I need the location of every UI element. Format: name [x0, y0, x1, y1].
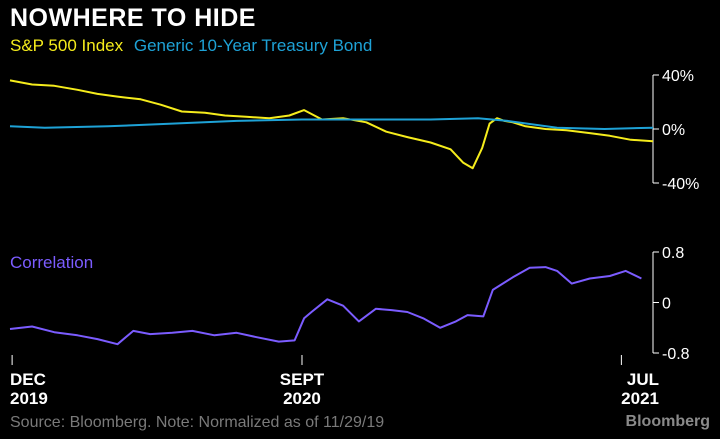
- legend-treasury: Generic 10-Year Treasury Bond: [133, 36, 373, 55]
- x-tick-sublabel-2: 2021: [621, 389, 659, 408]
- series-line-s-p-500-index: [9, 79, 654, 170]
- legend: S&P 500 Index Generic 10-Year Treasury B…: [10, 36, 378, 56]
- y-tick-label-1-1: 0: [662, 296, 671, 313]
- x-tick-label-0: DEC: [10, 370, 46, 389]
- chart-title: NOWHERE TO HIDE: [10, 4, 256, 32]
- correlation-label: Correlation: [10, 253, 93, 272]
- series-line-generic-10-year-treasury-bond: [9, 117, 654, 130]
- legend-sp500: S&P 500 Index: [10, 36, 124, 55]
- x-tick-label-1: SEPT: [280, 370, 325, 389]
- y-tick-label-1-0: 0.8: [662, 245, 684, 262]
- y-tick-label-0-0: 40%: [662, 68, 694, 85]
- y-tick-label-0-1: 0%: [662, 122, 685, 139]
- bloomberg-logo: Bloomberg: [625, 413, 710, 430]
- x-tick-sublabel-1: 2020: [283, 389, 321, 408]
- x-tick-sublabel-0: 2019: [10, 389, 48, 408]
- y-tick-label-1-2: -0.8: [662, 346, 690, 363]
- series-line-correlation: [9, 266, 642, 346]
- x-tick-label-2: JUL: [627, 370, 659, 389]
- y-tick-label-0-2: -40%: [662, 176, 699, 193]
- source-note: Source: Bloomberg. Note: Normalized as o…: [10, 414, 385, 431]
